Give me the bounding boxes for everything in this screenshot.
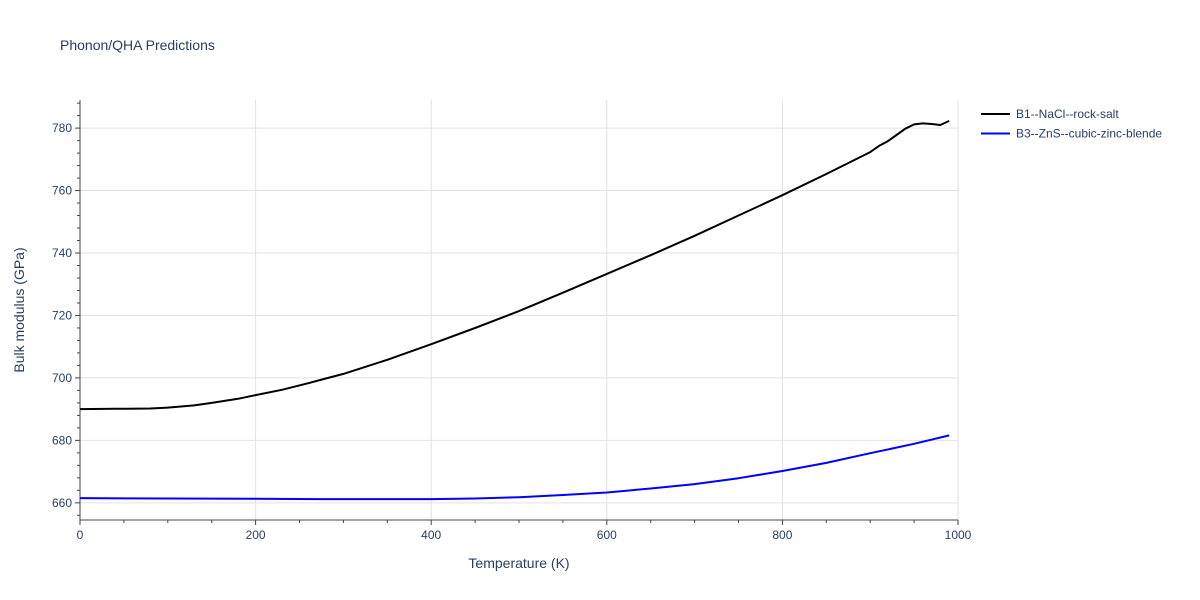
legend-label: B1--NaCl--rock-salt: [1016, 107, 1119, 121]
x-tick-label: 1000: [945, 528, 972, 542]
y-axis-title: Bulk modulus (GPa): [11, 247, 27, 372]
legend-label: B3--ZnS--cubic-zinc-blende: [1016, 127, 1162, 141]
y-tick-label: 720: [52, 308, 72, 322]
y-tick-label: 660: [52, 496, 72, 510]
series-line-1: [79, 119, 950, 411]
x-tick-label: 600: [597, 528, 617, 542]
y-tick-label: 680: [52, 433, 72, 447]
x-tick-label: 200: [246, 528, 266, 542]
series-line-2: [79, 434, 950, 501]
legend-item-1[interactable]: B1--NaCl--rock-salt: [981, 107, 1119, 121]
legend-item-2[interactable]: B3--ZnS--cubic-zinc-blende: [981, 127, 1162, 141]
axes: [79, 100, 958, 521]
y-axis-ticks: 660 680 700 720 740 760 780: [52, 102, 80, 516]
plot-area: [79, 119, 950, 501]
x-tick-label: 0: [77, 528, 84, 542]
x-tick-label: 800: [772, 528, 792, 542]
y-tick-label: 740: [52, 246, 72, 260]
y-tick-label: 780: [52, 121, 72, 135]
x-axis-title: Temperature (K): [468, 555, 569, 571]
chart-title: Phonon/QHA Predictions: [60, 37, 215, 53]
y-tick-label: 700: [52, 371, 72, 385]
y-tick-label: 760: [52, 184, 72, 198]
x-axis-ticks: 0 200 400 600 800 1000: [77, 520, 972, 542]
x-tick-label: 400: [421, 528, 441, 542]
gridlines: [80, 100, 959, 520]
legend[interactable]: B1--NaCl--rock-salt B3--ZnS--cubic-zinc-b…: [981, 107, 1162, 141]
